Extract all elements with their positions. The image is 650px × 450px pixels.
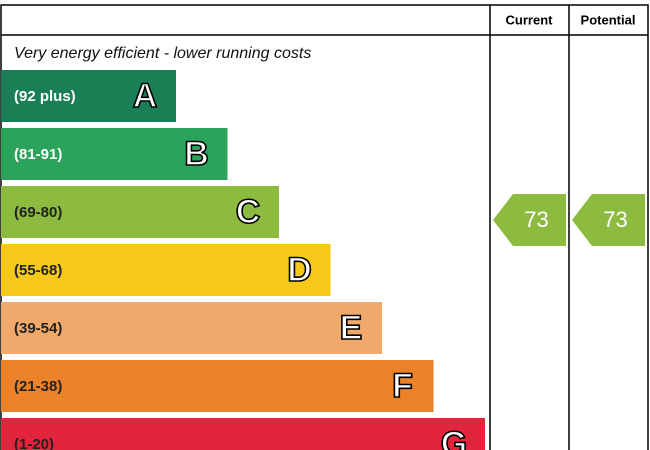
band-letter: C [236, 193, 261, 231]
band-bar [1, 244, 331, 296]
band-bar [1, 418, 485, 450]
band-letter: F [392, 367, 413, 405]
band-range: (39-54) [14, 320, 62, 337]
band-letter: D [287, 251, 312, 289]
band-range: (92 plus) [14, 88, 76, 105]
band-bar [1, 186, 279, 238]
band-range: (1-20) [14, 436, 54, 450]
header-current: Current [506, 12, 554, 27]
subtitle: Very energy efficient - lower running co… [14, 45, 311, 62]
potential-value: 73 [603, 207, 627, 232]
current-value: 73 [524, 207, 548, 232]
current-arrow [493, 194, 566, 246]
band-letter: G [441, 425, 467, 450]
potential-arrow [572, 194, 645, 246]
header-potential: Potential [581, 12, 636, 27]
band-letter: A [133, 77, 158, 115]
band-bar [1, 302, 382, 354]
band-bar [1, 70, 176, 122]
band-range: (69-80) [14, 204, 62, 221]
band-range: (55-68) [14, 262, 62, 279]
band-bar [1, 128, 228, 180]
band-range: (81-91) [14, 146, 62, 163]
band-bar [1, 360, 434, 412]
band-letter: B [184, 135, 209, 173]
band-range: (21-38) [14, 378, 62, 395]
band-letter: E [340, 309, 363, 347]
